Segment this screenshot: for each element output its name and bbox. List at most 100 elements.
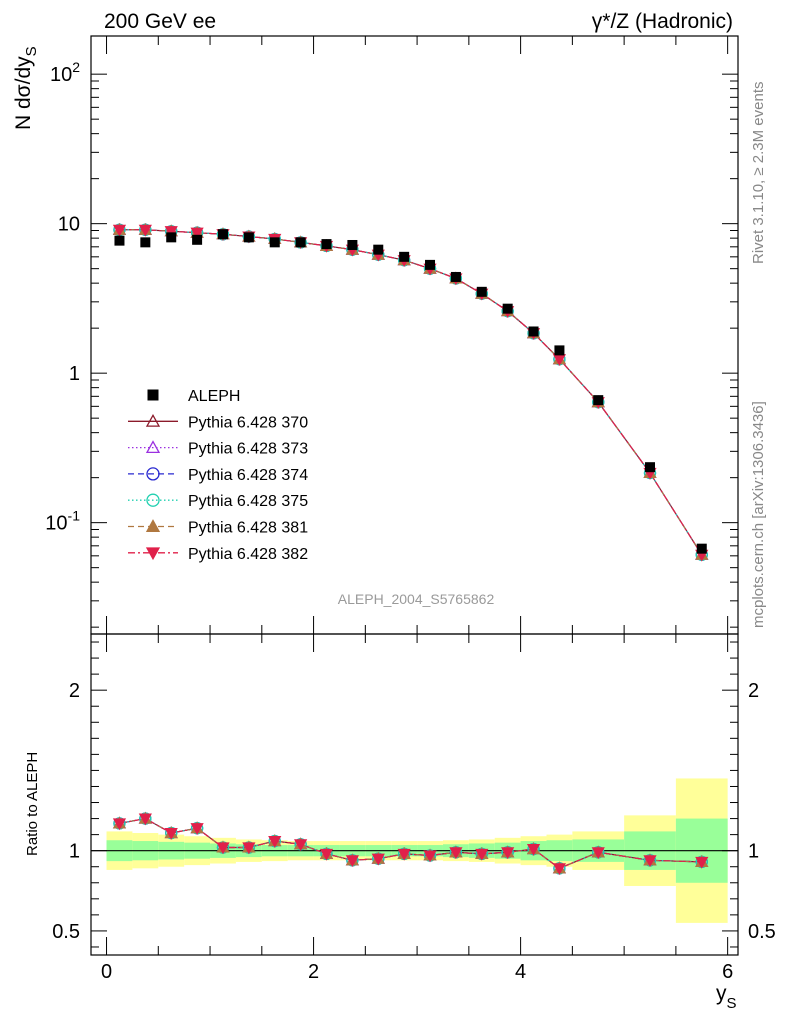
main-y-tick-label: 10-1 [45,508,80,535]
legend-label: Pythia 6.428 375 [188,493,308,510]
marker-triangle-down [371,853,385,866]
xlabel-sub: S [727,995,737,1012]
marker-square [696,543,707,554]
analysis-tag: ALEPH_2004_S5765862 [338,591,495,607]
main-ylabel-text: N dσ/dy [12,56,35,130]
ratio-y-tick-label-right: 1 [748,841,759,863]
legend-label: Pythia 6.428 381 [188,520,308,537]
legend-label: Pythia 6.428 373 [188,441,308,458]
x-tick-label: 2 [308,961,319,983]
ratio-y-tick-label-left: 0.5 [52,921,80,943]
x-tick-label: 0 [101,961,112,983]
marker-square [347,239,358,250]
marker-triangle-down [294,839,308,852]
marker-triangle-down [552,863,567,876]
legend-entry: Pythia 6.428 373 [128,440,308,458]
tick-exponent: -1 [68,508,81,524]
marker-triangle-down [345,855,359,868]
main-ylabel-sub: S [23,46,40,56]
marker-square [147,389,159,401]
marker-square [476,286,487,297]
marker-triangle-down [526,844,541,856]
marker-triangle-down [397,848,411,861]
marker-square [321,239,332,250]
marker-triangle-up [145,440,161,454]
marker-square [114,235,125,246]
main-y-tick-label: 102 [50,59,80,86]
marker-triangle-down [643,855,657,868]
legend-entry: Pythia 6.428 381 [128,519,308,537]
legend-label: ALEPH [188,388,240,405]
marker-triangle-down [190,227,204,240]
marker-triangle-down [268,835,282,848]
marker-square [295,237,306,248]
ratio-y-tick-label-left: 2 [69,680,80,702]
marker-triangle-down [501,847,515,860]
legend-label: Pythia 6.428 370 [188,414,308,431]
ratio-y-tick-label-right: 0.5 [748,921,776,943]
marker-triangle-down [112,818,127,831]
ratio-xlabel: yS [716,982,737,1012]
marker-triangle-down [145,547,161,561]
marker-triangle-down [695,856,709,869]
marker-triangle-down [164,827,178,840]
marker-triangle-down [449,847,463,860]
marker-square [554,345,565,356]
marker-square [217,229,228,240]
main-y-tick-label: 10 [58,214,80,236]
legend-entry: Pythia 6.428 375 [128,493,308,510]
ratio-ylabel: Ratio to ALEPH [24,752,41,856]
legend-entry: Pythia 6.428 370 [128,413,308,431]
ratio-plot-frame [90,633,739,956]
marker-triangle-down [242,842,256,855]
marker-square [450,271,461,282]
marker-square [502,303,513,314]
marker-circle [146,493,160,507]
marker-square [425,259,436,270]
header-right-title: γ*/Z (Hadronic) [592,10,733,33]
marker-square [645,462,656,473]
marker-triangle-down [190,823,204,836]
marker-triangle-up [145,413,161,427]
tick-exponent: 2 [72,59,80,75]
marker-triangle-down [112,224,127,237]
marker-square [528,326,539,337]
legend-label: Pythia 6.428 374 [188,467,308,484]
mc-series-ratio [112,811,709,876]
marker-triangle-down [591,847,605,860]
marker-square [269,237,280,248]
side-text-bottom: mcplots.cern.ch [arXiv:1306.3436] [750,401,767,628]
marker-square [399,251,410,262]
marker-square [192,234,203,245]
header-left-title: 200 GeV ee [104,10,216,33]
side-text-top: Rivet 3.1.10, ≥ 2.3M events [750,82,767,265]
marker-triangle-down [216,842,230,855]
legend-entry: ALEPH [147,388,240,405]
marker-triangle-down [164,226,178,239]
xlabel-text: y [716,982,727,1005]
marker-triangle-up [145,519,161,532]
legend-entry: Pythia 6.428 382 [128,546,308,563]
ratio-y-tick-label-left: 1 [69,841,80,863]
main-plot-frame [90,35,739,635]
main-y-tick-label: 1 [69,363,80,385]
marker-square [243,232,254,243]
x-tick-label: 4 [515,961,526,983]
plot-frames [90,35,739,956]
legend-label: Pythia 6.428 382 [188,546,308,563]
legend-entry: Pythia 6.428 374 [128,467,308,484]
marker-triangle-down [475,848,489,861]
main-ylabel: N dσ/dyS [12,46,40,130]
tick-base: 10 [50,64,72,86]
marker-square [166,232,177,243]
marker-square [373,244,384,255]
marker-triangle-down [138,813,152,826]
marker-square [140,237,151,248]
marker-triangle-down [138,224,152,237]
marker-triangle-down [319,848,334,861]
x-tick-label: 6 [722,961,733,983]
marker-circle [146,467,160,481]
tick-base: 10 [45,513,67,535]
